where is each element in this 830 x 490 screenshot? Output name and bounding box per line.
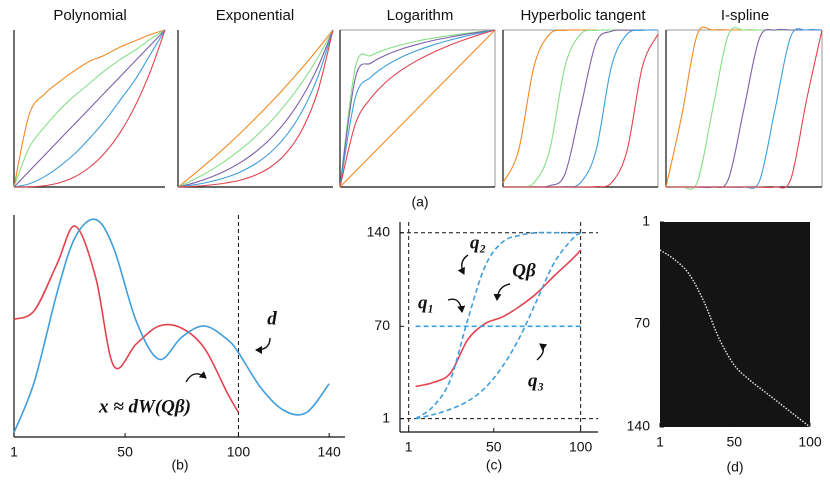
series-line (177, 29, 334, 188)
series-line (13, 218, 330, 433)
x-tick-label: 100 (798, 434, 822, 450)
subplot-title: Exponential (216, 7, 294, 24)
series-line (177, 29, 334, 188)
series-line (177, 29, 334, 188)
annotation: d (267, 308, 277, 329)
x-tick-label: 50 (726, 434, 742, 450)
series-line (339, 29, 496, 188)
series-line (339, 29, 496, 188)
series-line (177, 29, 334, 188)
series-line (339, 29, 496, 188)
panel-label: (d) (726, 459, 743, 475)
x-tick-label: 50 (117, 444, 133, 460)
panel-label: (b) (171, 457, 188, 473)
arrow (255, 337, 271, 354)
arrow (447, 298, 466, 313)
y-tick-label: 140 (367, 223, 391, 239)
series-line (415, 231, 581, 420)
series-line (13, 29, 166, 188)
y-tick-label: 1 (642, 213, 650, 229)
x-tick-label: 50 (486, 439, 502, 455)
subplot-title: I-spline (721, 7, 769, 24)
annotation: q₁ (418, 292, 434, 313)
series-line (13, 29, 166, 188)
series-line (13, 29, 166, 188)
x-tick-label: 1 (405, 439, 413, 455)
series-line (502, 33, 659, 188)
series-line (415, 232, 582, 420)
y-tick-label: 70 (374, 317, 390, 333)
matrix-diagonal (659, 249, 811, 428)
subplot-title: Hyperbolic tangent (520, 7, 646, 24)
subplot-title: Logarithm (387, 7, 454, 24)
y-tick-label: 1 (382, 409, 390, 425)
panel-label: (c) (486, 457, 502, 473)
series-line (13, 225, 240, 413)
subplot-title: Polynomial (53, 7, 126, 24)
series-line (13, 29, 166, 188)
annotation: Qβ (512, 260, 536, 281)
x-tick-label: 1 (656, 434, 664, 450)
arrow (536, 343, 548, 361)
y-tick-label: 70 (634, 314, 650, 330)
y-tick-label: 140 (627, 418, 651, 434)
series-line (339, 29, 496, 188)
x-tick-label: 100 (569, 439, 593, 455)
series-line (13, 29, 166, 188)
series-line (665, 28, 822, 189)
annotation: q₂ (470, 232, 486, 253)
x-tick-label: 140 (317, 444, 341, 460)
x-tick-label: 1 (10, 444, 18, 460)
arrow (457, 254, 469, 275)
arrow (185, 371, 207, 383)
arrow (493, 283, 511, 301)
series-line (339, 29, 496, 188)
x-tick-label: 100 (227, 444, 251, 460)
series-line (177, 29, 334, 188)
series-line (665, 29, 823, 189)
annotation: q₃ (528, 370, 544, 391)
panel-label: (a) (411, 194, 428, 210)
annotation: x ≈ dW(Qβ) (98, 396, 191, 417)
series-line (415, 249, 582, 388)
matrix-background (660, 222, 810, 427)
